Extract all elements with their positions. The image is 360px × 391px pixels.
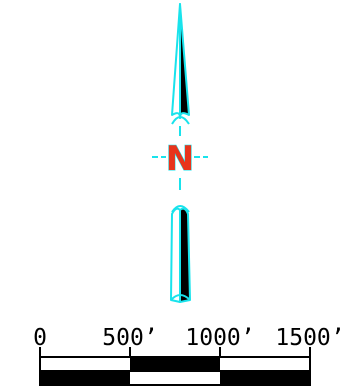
north-arrow-lower-right-half xyxy=(179,207,191,303)
north-arrow-lower-base xyxy=(170,294,191,301)
north-arrow-upper-right-half xyxy=(179,3,190,119)
scale-bar-label: 1000’ xyxy=(185,325,254,351)
scale-segments xyxy=(39,356,311,386)
scale-labels: 0 500’ 1000’ 1500’ xyxy=(33,325,345,351)
north-arrow-upper-cap xyxy=(171,116,190,125)
scale-bar-label: 500’ xyxy=(102,325,157,351)
scale-bar-label: 0 xyxy=(33,325,47,351)
scale-bar-segment xyxy=(40,371,130,385)
north-letter: N xyxy=(166,139,194,179)
north-arrow-icon: N xyxy=(152,3,208,303)
north-arrow-upper-left-half xyxy=(171,3,181,119)
scale-bar-segment xyxy=(130,357,220,371)
scale-bar-label: 1500’ xyxy=(275,325,344,351)
north-arrow-lower-left-half xyxy=(170,207,181,303)
scale-bar: 0 500’ 1000’ 1500’ xyxy=(33,325,345,386)
scale-bar-segment xyxy=(220,371,310,385)
